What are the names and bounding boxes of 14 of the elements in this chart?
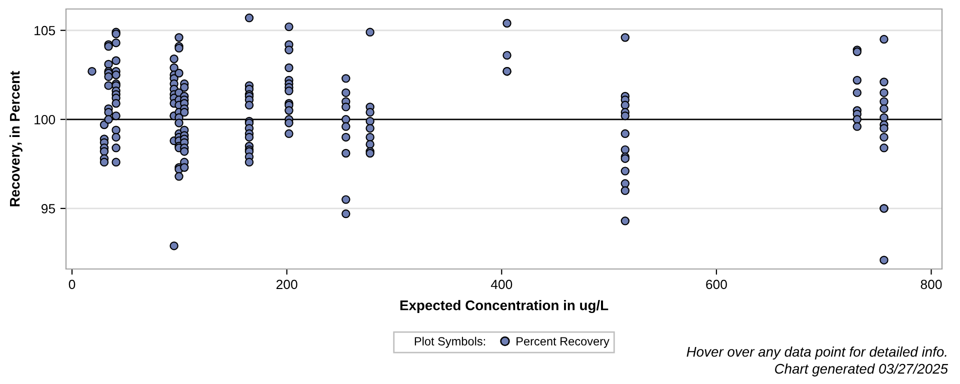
x-tick-label: 200 bbox=[276, 280, 298, 290]
x-tick-label: 400 bbox=[490, 280, 512, 290]
y-tick-label: 105 bbox=[34, 26, 56, 36]
y-tick-label: 100 bbox=[34, 114, 56, 124]
x-tick-label: 0 bbox=[68, 280, 76, 290]
legend-title: Plot Symbols: bbox=[414, 336, 486, 348]
x-tick-label: 600 bbox=[706, 280, 727, 290]
y-axis-title: Recovery, in Percent bbox=[10, 70, 22, 206]
text: Chart generated 03/27/2025 bbox=[775, 364, 948, 376]
x-tick-label: 800 bbox=[920, 280, 942, 290]
x-axis-title: Expected Concentration in ug/L bbox=[400, 300, 608, 314]
y-tick-label: 95 bbox=[42, 204, 56, 214]
legend-label: Percent Recovery bbox=[516, 337, 610, 348]
text: Hover over any data point for detailed info. bbox=[686, 346, 946, 360]
